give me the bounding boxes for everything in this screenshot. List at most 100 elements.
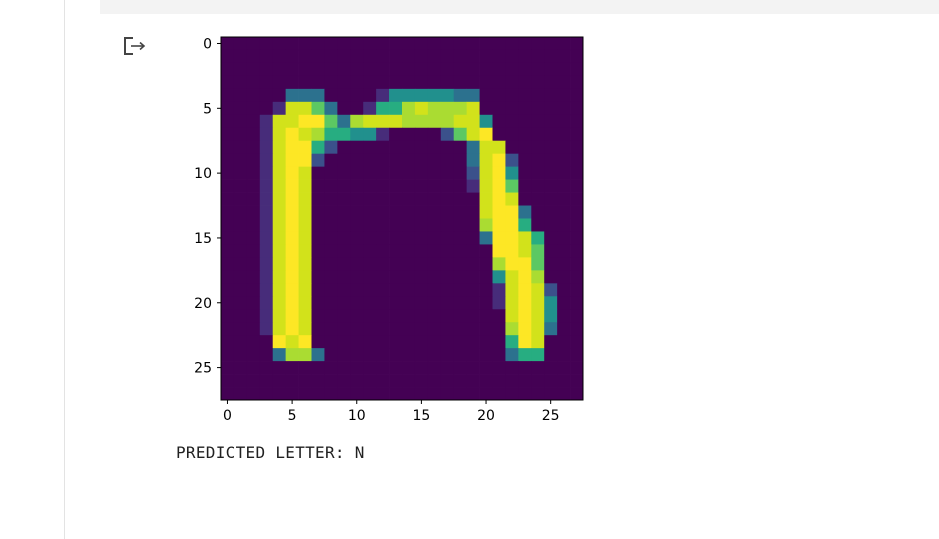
pixel-cell [324, 387, 338, 401]
pixel-cell [272, 296, 286, 310]
pixel-cell [505, 244, 519, 258]
pixel-cell [440, 153, 455, 167]
pixel-cell [324, 244, 338, 258]
pixel-cell [363, 37, 377, 51]
pixel-cell [376, 257, 390, 271]
pixel-cell [518, 205, 532, 219]
pixel-cell [466, 205, 480, 219]
pixel-cell [518, 62, 532, 77]
pixel-cell [246, 361, 261, 375]
output-redirect-icon[interactable] [123, 34, 151, 58]
pixel-cell [337, 309, 351, 323]
pixel-cell [479, 361, 493, 375]
pixel-cell [324, 374, 338, 388]
pixel-cell [466, 114, 480, 129]
pixel-cell [376, 244, 390, 258]
pixel-cell [479, 244, 493, 258]
pixel-cell [337, 244, 351, 258]
pixel-cell [376, 114, 390, 129]
pixel-cell [466, 37, 480, 51]
pixel-cell [272, 153, 286, 167]
pixel-cell [221, 309, 235, 323]
pixel-cell [233, 374, 248, 388]
pixel-cell [246, 101, 261, 116]
pixel-cell [246, 88, 261, 103]
pixel-cell [285, 296, 299, 310]
pixel-cell [505, 75, 519, 90]
pixel-cell [531, 231, 545, 245]
pixel-cell [544, 140, 558, 155]
pixel-cell [505, 192, 519, 206]
pixel-cell [402, 309, 416, 323]
pixel-cell [544, 205, 558, 219]
pixel-cell [285, 88, 299, 103]
pixel-cell [492, 192, 506, 206]
pixel-cell [466, 348, 480, 362]
pixel-cell [233, 101, 248, 116]
pixel-cell [557, 75, 571, 90]
pixel-cell [233, 140, 248, 155]
pixel-cell [414, 361, 429, 375]
pixel-cell [285, 231, 299, 245]
pixel-cell [531, 244, 545, 258]
pixel-cell [221, 283, 235, 297]
pixel-cell [570, 231, 584, 245]
pixel-cell [389, 218, 403, 232]
pixel-cell [246, 335, 261, 349]
y-tick-label: 0 [203, 36, 212, 52]
pixel-cell [221, 153, 235, 167]
pixel-cell [453, 296, 467, 310]
pixel-cell [221, 101, 235, 116]
pixel-cell [427, 218, 442, 232]
pixel-cell [505, 296, 519, 310]
pixel-cell [531, 114, 545, 129]
pixel-cell [570, 49, 584, 64]
pixel-cell [233, 205, 248, 219]
pixel-cell [427, 309, 442, 323]
pixel-cell [376, 37, 390, 51]
pixel-cell [414, 166, 429, 180]
pixel-cell [363, 374, 377, 388]
pixel-cell [492, 231, 506, 245]
pixel-cell [479, 387, 493, 401]
pixel-cell [492, 153, 506, 167]
pixel-cell [363, 361, 377, 375]
pixel-cell [505, 218, 519, 232]
pixel-cell [557, 244, 571, 258]
pixel-cell [453, 140, 467, 155]
pixel-cell [414, 62, 429, 77]
pixel-cell [557, 218, 571, 232]
pixel-cell [518, 231, 532, 245]
pixel-cell [311, 309, 325, 323]
pixel-cell [221, 218, 235, 232]
pixel-cell [557, 62, 571, 77]
pixel-cell [492, 387, 506, 401]
pixel-cell [246, 309, 261, 323]
x-tick-label: 10 [348, 408, 366, 424]
pixel-cell [479, 166, 493, 180]
pixel-cell [233, 231, 248, 245]
pixel-cell [363, 257, 377, 271]
pixel-cell [221, 166, 235, 180]
pixel-cell [427, 257, 442, 271]
pixel-cell [246, 192, 261, 206]
pixel-cell [479, 49, 493, 64]
pixel-cell [570, 244, 584, 258]
pixel-cell [414, 374, 429, 388]
pixel-cell [440, 62, 455, 77]
pixel-cell [557, 322, 571, 336]
pixel-cell [466, 361, 480, 375]
pixel-cell [557, 88, 571, 103]
pixel-cell [402, 88, 416, 103]
pixel-cell [363, 140, 377, 155]
pixel-cell [544, 257, 558, 271]
pixel-cell [221, 114, 235, 129]
pixel-cell [440, 127, 455, 142]
pixel-cell [389, 62, 403, 77]
pixel-cell [544, 127, 558, 142]
pixel-cell [453, 231, 467, 245]
pixel-cell [505, 387, 519, 401]
pixel-cell [544, 75, 558, 90]
pixel-cell [505, 270, 519, 284]
pixel-cell [285, 244, 299, 258]
